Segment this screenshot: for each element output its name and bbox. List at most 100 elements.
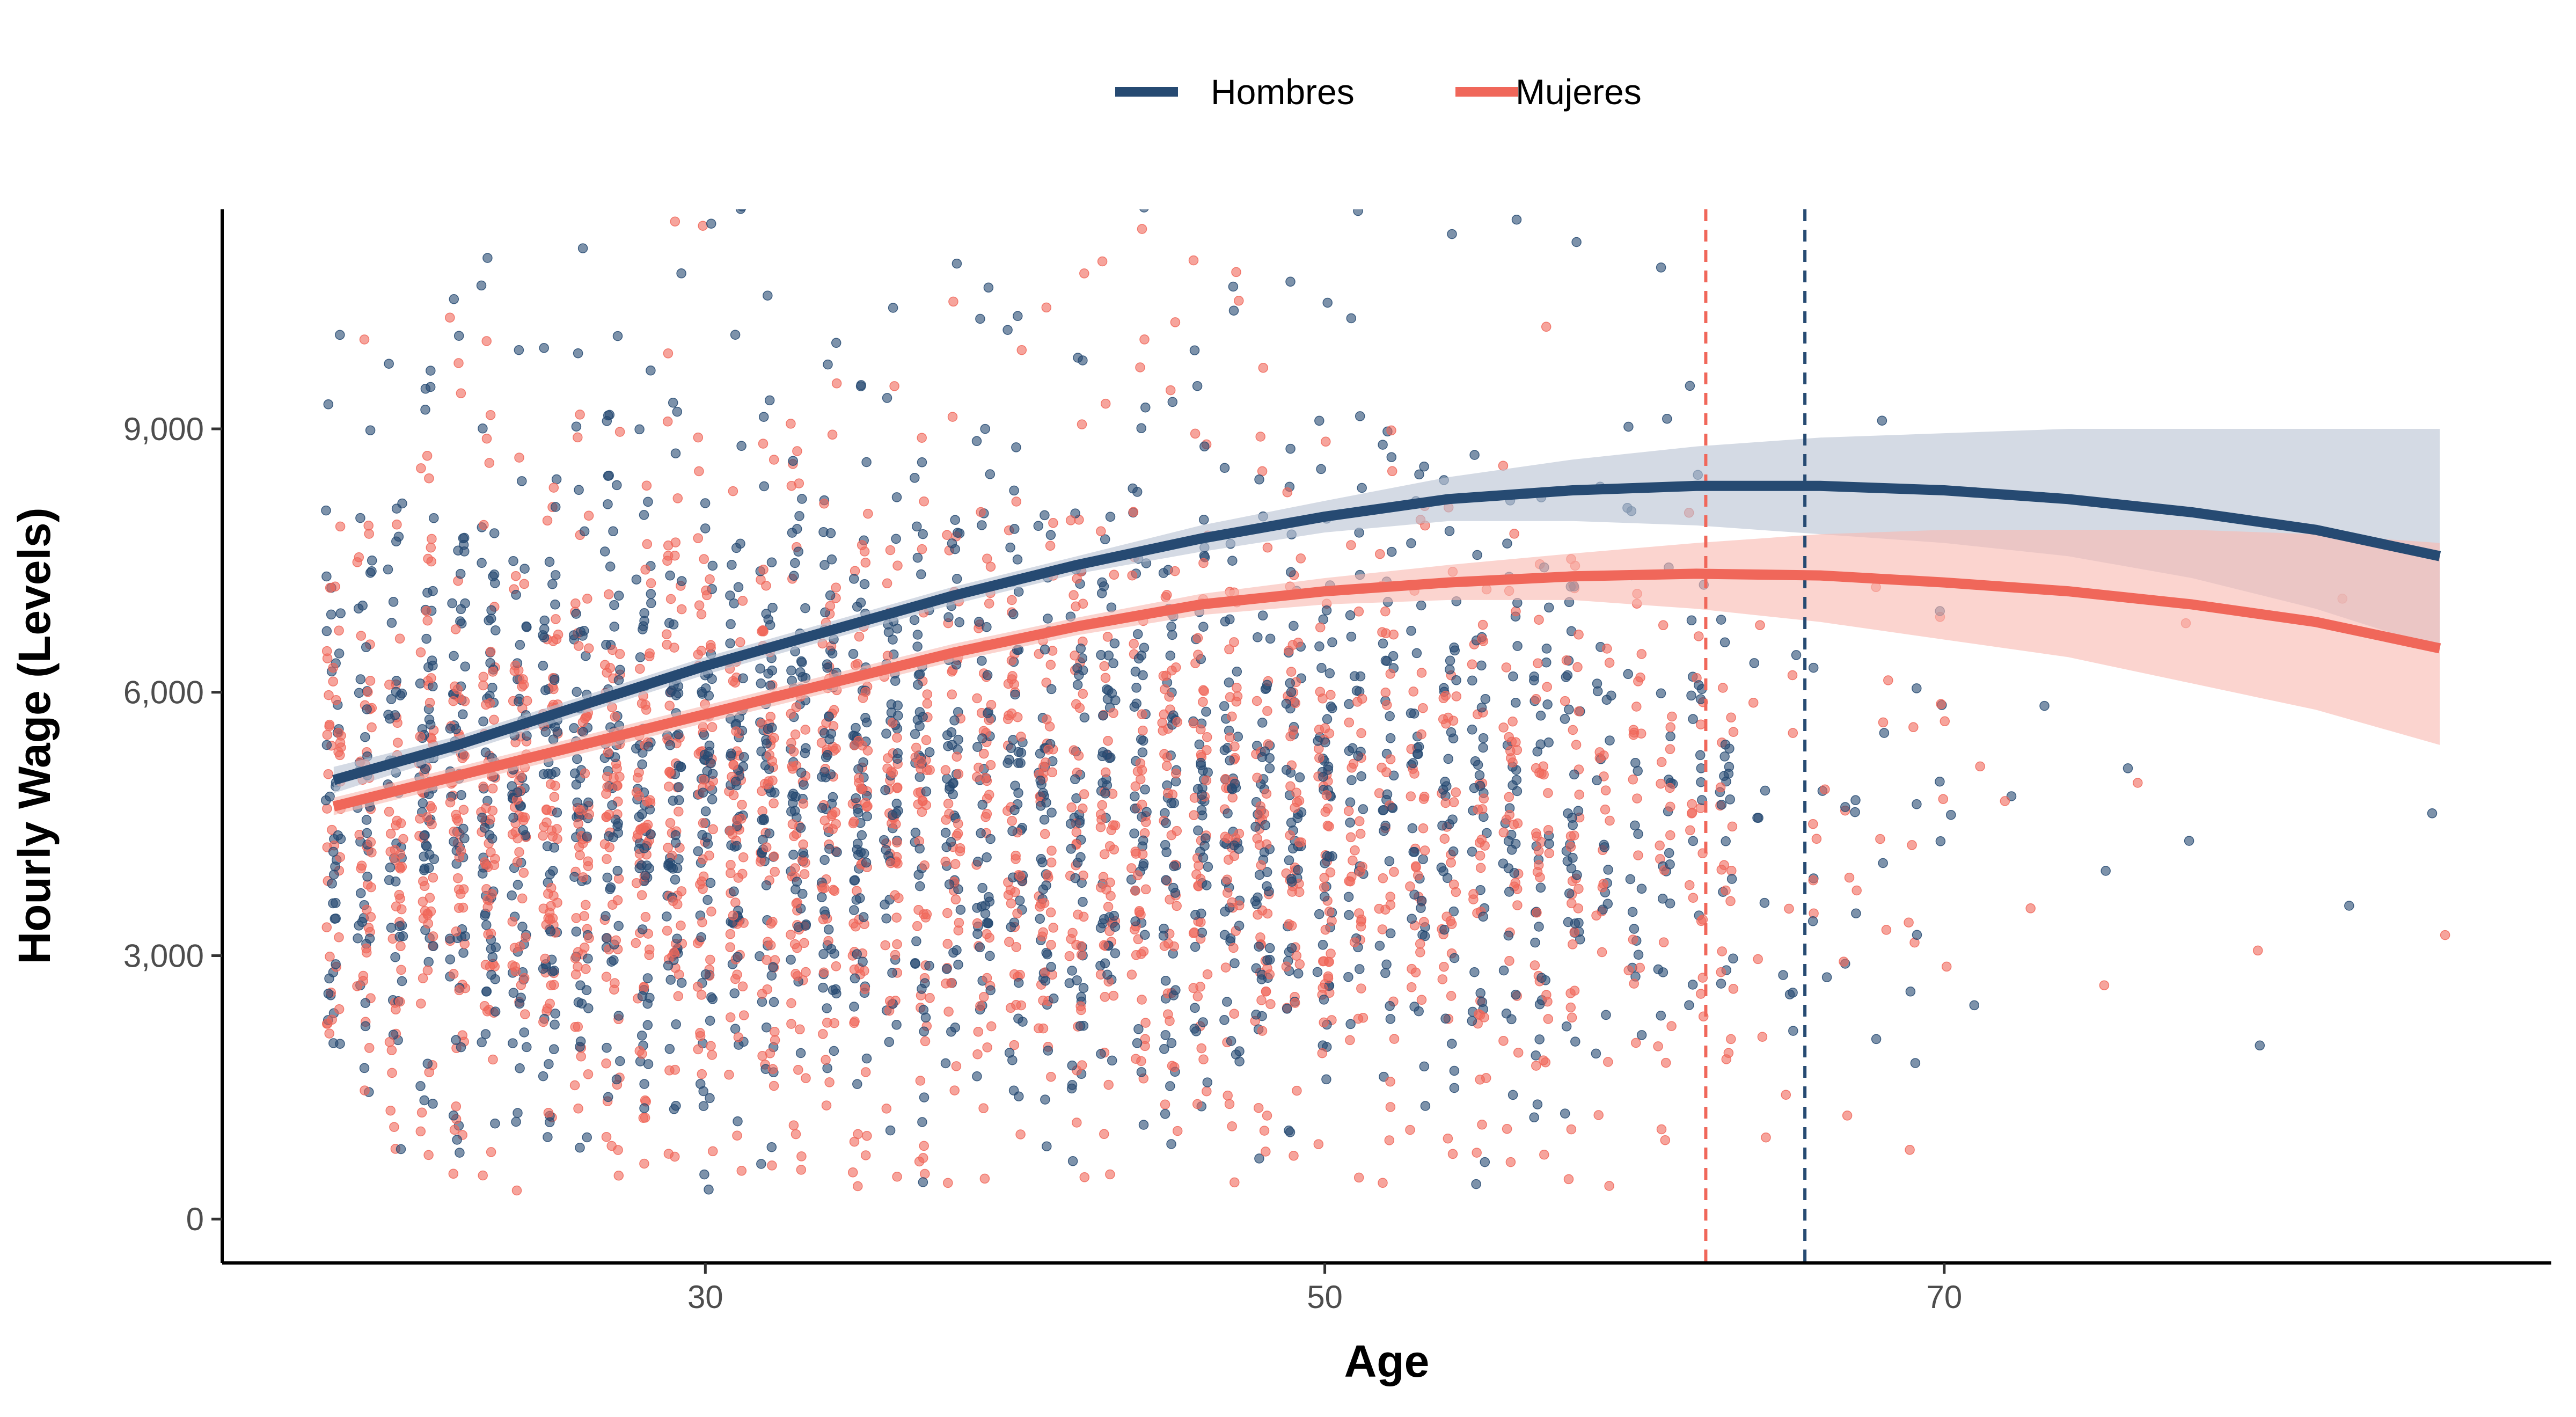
scatter-point-mujeres — [761, 580, 771, 591]
scatter-point-mujeres — [445, 797, 456, 808]
scatter-point-mujeres — [763, 937, 773, 947]
scatter-point-mujeres — [800, 725, 810, 735]
scatter-point-hombres — [360, 1021, 371, 1032]
scatter-point-hombres — [508, 988, 519, 998]
scatter-point-mujeres — [363, 521, 374, 531]
scatter-point-mujeres — [1660, 1135, 1671, 1145]
scatter-point-mujeres — [1106, 92, 1115, 101]
scatter-point-mujeres — [1102, 632, 1113, 642]
scatter-point-mujeres — [416, 1107, 427, 1118]
scatter-point-mujeres — [1443, 1133, 1453, 1144]
scatter-point-hombres — [1197, 927, 1208, 938]
scatter-point-hombres — [583, 797, 594, 808]
scatter-point-hombres — [487, 834, 497, 844]
scatter-point-hombres — [514, 696, 524, 707]
scatter-point-mujeres — [1256, 995, 1267, 1005]
scatter-point-hombres — [1778, 970, 1788, 980]
scatter-point-hombres — [354, 688, 364, 698]
scatter-point-mujeres — [416, 463, 426, 473]
scatter-point-mujeres — [662, 417, 673, 427]
scatter-point-mujeres — [1355, 867, 1365, 877]
scatter-point-hombres — [676, 977, 687, 988]
scatter-point-hombres — [672, 933, 682, 944]
scatter-point-mujeres — [510, 660, 521, 671]
scatter-point-hombres — [1037, 857, 1048, 867]
scatter-point-hombres — [665, 571, 675, 581]
scatter-point-mujeres — [919, 860, 930, 871]
scatter-point-hombres — [1282, 1004, 1292, 1014]
scatter-point-hombres — [1072, 680, 1083, 690]
scatter-point-hombres — [386, 923, 397, 933]
scatter-point-mujeres — [511, 1185, 522, 1196]
scatter-point-mujeres — [1498, 1035, 1509, 1046]
scatter-point-mujeres — [730, 677, 741, 688]
scatter-point-hombres — [1014, 1091, 1024, 1101]
scatter-point-mujeres — [1222, 888, 1233, 898]
scatter-point-hombres — [1414, 742, 1424, 752]
scatter-point-mujeres — [352, 981, 362, 991]
scatter-point-mujeres — [583, 861, 594, 871]
scatter-point-hombres — [365, 425, 376, 435]
scatter-point-mujeres — [982, 776, 992, 786]
scatter-point-mujeres — [986, 1021, 997, 1032]
scatter-point-hombres — [706, 758, 716, 769]
scatter-point-mujeres — [1223, 854, 1234, 865]
scatter-point-hombres — [1542, 699, 1553, 710]
scatter-point-hombres — [1384, 856, 1395, 866]
scatter-point-mujeres — [453, 903, 464, 913]
scatter-point-mujeres — [1231, 696, 1242, 707]
scatter-point-hombres — [385, 862, 396, 873]
scatter-point-mujeres — [889, 381, 899, 391]
scatter-point-mujeres — [576, 1051, 586, 1062]
scatter-point-mujeres — [548, 483, 559, 493]
scatter-point-mujeres — [1406, 791, 1416, 801]
scatter-point-hombres — [857, 830, 867, 841]
scatter-point-mujeres — [365, 676, 376, 686]
scatter-point-hombres — [1378, 440, 1388, 450]
scatter-point-mujeres — [735, 637, 745, 647]
scatter-point-mujeres — [738, 852, 749, 863]
scatter-point-hombres — [1716, 615, 1726, 625]
scatter-point-mujeres — [1188, 255, 1199, 266]
scatter-point-mujeres — [917, 544, 927, 554]
scatter-point-mujeres — [1507, 757, 1518, 768]
scatter-point-mujeres — [769, 733, 779, 743]
scatter-point-mujeres — [1345, 832, 1356, 843]
scatter-point-mujeres — [737, 596, 748, 606]
scatter-point-mujeres — [1016, 732, 1026, 742]
scatter-point-hombres — [1042, 1141, 1052, 1151]
y-axis-title: Hourly Wage (Levels) — [9, 507, 60, 964]
scatter-point-mujeres — [427, 534, 437, 544]
scatter-point-hombres — [424, 28, 433, 37]
scatter-point-mujeres — [642, 539, 653, 549]
scatter-point-hombres — [665, 740, 675, 750]
scatter-point-mujeres — [1043, 744, 1053, 755]
scatter-point-mujeres — [662, 639, 672, 650]
scatter-point-hombres — [634, 812, 645, 822]
scatter-point-hombres — [891, 492, 902, 502]
scatter-point-mujeres — [892, 560, 903, 571]
scatter-point-mujeres — [1345, 1035, 1355, 1046]
scatter-point-hombres — [2427, 808, 2438, 819]
scatter-point-hombres — [1136, 423, 1146, 434]
scatter-point-hombres — [977, 800, 987, 810]
scatter-point-mujeres — [518, 674, 528, 684]
scatter-point-hombres — [1203, 861, 1213, 872]
scatter-point-mujeres — [848, 918, 859, 929]
scatter-point-mujeres — [1078, 804, 1088, 814]
scatter-point-hombres — [1067, 1156, 1078, 1166]
scatter-point-mujeres — [916, 756, 926, 766]
x-tick-label: 30 — [687, 1279, 723, 1315]
scatter-point-hombres — [1222, 997, 1232, 1007]
scatter-point-hombres — [513, 1108, 523, 1118]
scatter-point-mujeres — [335, 521, 346, 532]
scatter-point-mujeres — [1568, 725, 1578, 735]
scatter-point-hombres — [1014, 895, 1025, 906]
scatter-point-hombres — [891, 799, 902, 809]
scatter-point-hombres — [859, 579, 870, 589]
scatter-point-mujeres — [325, 952, 335, 962]
legend-label-hombres: Hombres — [1211, 72, 1355, 112]
scatter-point-hombres — [538, 1071, 548, 1082]
scatter-point-hombres — [1192, 381, 1203, 391]
scatter-point-mujeres — [631, 938, 641, 948]
